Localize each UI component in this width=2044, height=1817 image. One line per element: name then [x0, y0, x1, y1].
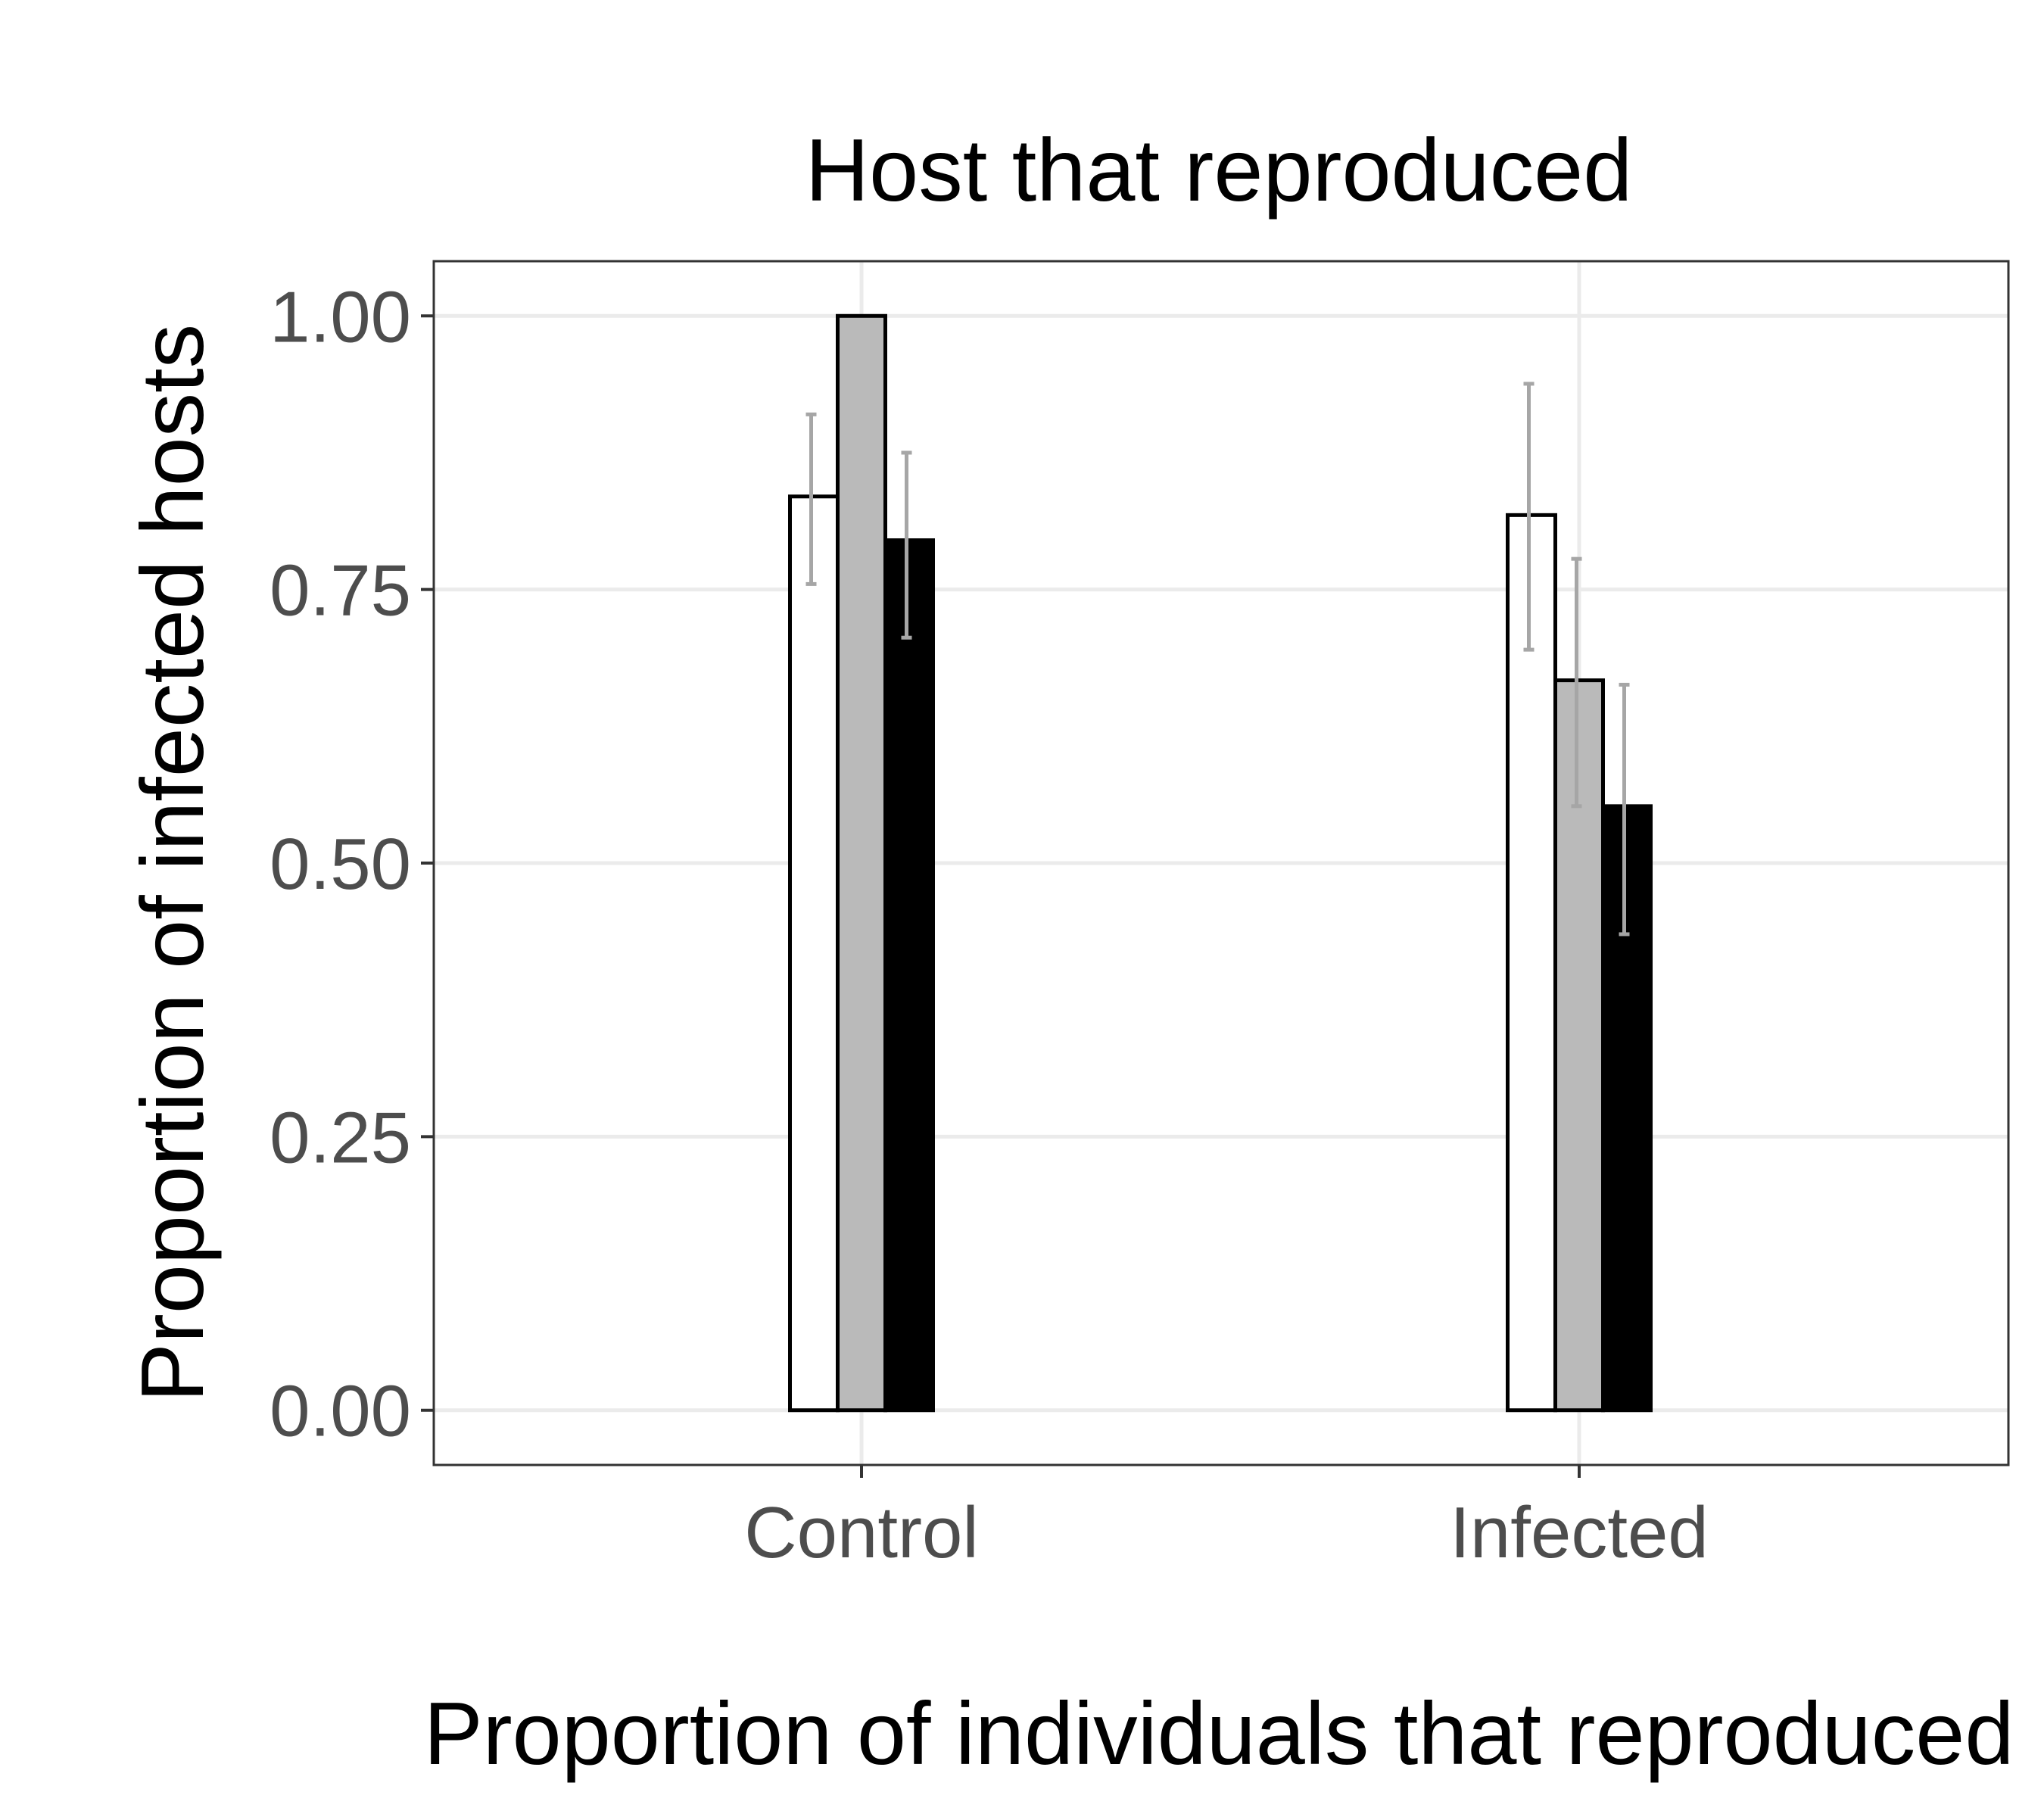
- y-axis-ticks: 0.00 0.25 0.50 0.75 1.00: [270, 276, 434, 1452]
- error-bar-group: [805, 382, 1630, 937]
- y-tick-label: 0.00: [270, 1371, 411, 1452]
- y-axis-title: Proportion of infected hosts: [123, 324, 222, 1402]
- x-tick-label: Infected: [1450, 1492, 1709, 1573]
- bar: [883, 538, 935, 1413]
- x-axis-ticks: Control Infected: [744, 1465, 1709, 1573]
- x-axis-title: Proportion of individuals that reproduce…: [424, 1684, 2014, 1783]
- y-tick-label: 0.50: [270, 824, 411, 905]
- bar: [1601, 804, 1653, 1413]
- y-tick-label: 0.25: [270, 1097, 411, 1178]
- y-tick-label: 1.00: [270, 276, 411, 357]
- bar-group: [788, 313, 1653, 1413]
- bar: [836, 313, 887, 1413]
- bar: [1506, 513, 1557, 1413]
- bar: [788, 494, 840, 1413]
- x-tick-label: Control: [744, 1492, 978, 1573]
- chart-title: Host that reproduced: [805, 120, 1633, 220]
- bar: [1553, 678, 1605, 1413]
- y-tick-label: 0.75: [270, 550, 411, 631]
